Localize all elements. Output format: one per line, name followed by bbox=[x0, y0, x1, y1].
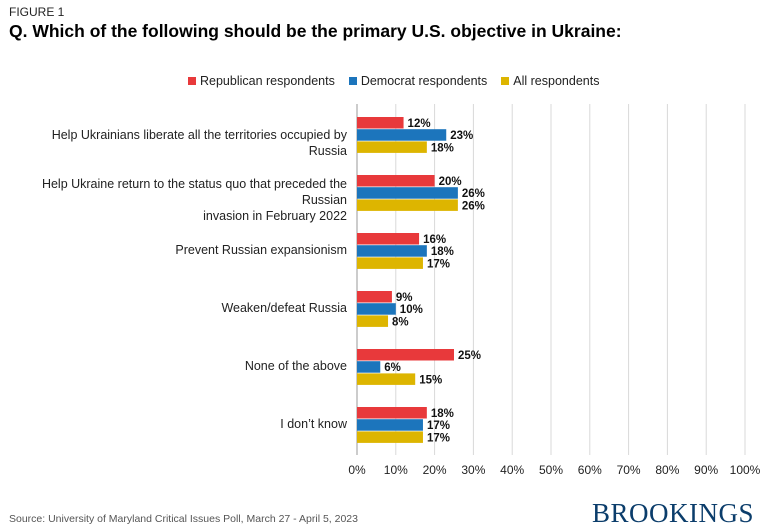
legend-label-all: All respondents bbox=[513, 74, 600, 88]
x-tick-label: 90% bbox=[694, 463, 718, 477]
legend-item-democrat: Democrat respondents bbox=[348, 74, 488, 88]
bar-all bbox=[357, 199, 458, 211]
data-label-democrat: 17% bbox=[427, 420, 450, 432]
data-label-democrat: 26% bbox=[462, 188, 485, 200]
category-label-none-of-above: None of the above bbox=[244, 359, 347, 373]
x-tick-label: 40% bbox=[500, 463, 524, 477]
figure-label: FIGURE 1 bbox=[9, 5, 65, 19]
data-label-republican: 25% bbox=[458, 350, 481, 362]
data-label-democrat: 18% bbox=[431, 246, 454, 258]
bar-republican bbox=[357, 291, 392, 303]
data-label-all: 17% bbox=[427, 258, 450, 270]
legend-label-republican: Republican respondents bbox=[200, 74, 335, 88]
data-label-democrat: 10% bbox=[400, 304, 423, 316]
data-label-republican: 12% bbox=[408, 118, 431, 130]
category-label-liberate-territories: Help Ukrainians liberate all the territo… bbox=[51, 128, 347, 158]
bar-chart: 0% 10% 20% 30% 40% 50% 60% 70% 80% 90% 100% 12% 20% 1… bbox=[348, 104, 761, 477]
bar-democrat bbox=[357, 245, 427, 257]
data-label-republican: 18% bbox=[431, 408, 454, 420]
bar-democrat bbox=[357, 419, 423, 431]
category-label-prevent-expansionism: Prevent Russian expansionism bbox=[175, 243, 347, 257]
brookings-logo: BROOKINGS bbox=[591, 498, 754, 528]
x-tick-label: 50% bbox=[539, 463, 563, 477]
bar-democrat bbox=[357, 129, 447, 141]
bar-all bbox=[357, 257, 423, 269]
bar-democrat bbox=[357, 187, 458, 199]
x-tick-label: 10% bbox=[384, 463, 408, 477]
source-note: Source: University of Maryland Critical … bbox=[9, 513, 358, 525]
bar-republican bbox=[357, 407, 427, 419]
data-label-republican: 9% bbox=[396, 292, 413, 304]
legend-swatch-all bbox=[501, 77, 510, 85]
legend-item-republican: Republican respondents bbox=[188, 74, 335, 88]
bar-democrat bbox=[357, 303, 396, 315]
category-label-weaken-defeat: Weaken/defeat Russia bbox=[221, 301, 347, 315]
data-label-republican: 20% bbox=[439, 176, 462, 188]
data-label-all: 8% bbox=[392, 316, 409, 328]
bar-republican bbox=[357, 233, 420, 245]
bar-all bbox=[357, 141, 427, 153]
data-label-all: 26% bbox=[462, 200, 485, 212]
chart-title: Q. Which of the following should be the … bbox=[9, 21, 622, 41]
data-label-all: 15% bbox=[419, 374, 442, 386]
bar-all bbox=[357, 315, 389, 327]
x-tick-label: 0% bbox=[348, 463, 366, 477]
data-label-republican: 16% bbox=[423, 234, 446, 246]
data-label-all: 17% bbox=[427, 432, 450, 444]
x-tick-label: 30% bbox=[461, 463, 485, 477]
legend-swatch-republican bbox=[188, 77, 196, 85]
bar-republican bbox=[357, 175, 435, 187]
x-tick-label: 70% bbox=[617, 463, 641, 477]
legend-swatch-democrat bbox=[348, 77, 357, 85]
legend-item-all: All respondents bbox=[501, 74, 599, 88]
bar-democrat bbox=[357, 361, 381, 373]
x-tick-label: 80% bbox=[655, 463, 679, 477]
legend-label-democrat: Democrat respondents bbox=[360, 74, 488, 88]
category-label-dont-know: I don’t know bbox=[280, 417, 347, 431]
data-label-all: 18% bbox=[431, 142, 454, 154]
x-tick-label: 20% bbox=[423, 463, 447, 477]
x-tick-label: 100% bbox=[730, 463, 761, 477]
bar-all bbox=[357, 431, 423, 443]
legend: Republican respondents Democrat responde… bbox=[188, 74, 599, 88]
data-label-democrat: 6% bbox=[384, 362, 401, 374]
bar-republican bbox=[357, 117, 404, 129]
bar-republican bbox=[357, 349, 454, 361]
bar-all bbox=[357, 373, 416, 385]
category-label-status-quo: Help Ukraine return to the status quo th… bbox=[41, 177, 347, 223]
x-tick-label: 60% bbox=[578, 463, 602, 477]
data-label-democrat: 23% bbox=[450, 130, 473, 142]
